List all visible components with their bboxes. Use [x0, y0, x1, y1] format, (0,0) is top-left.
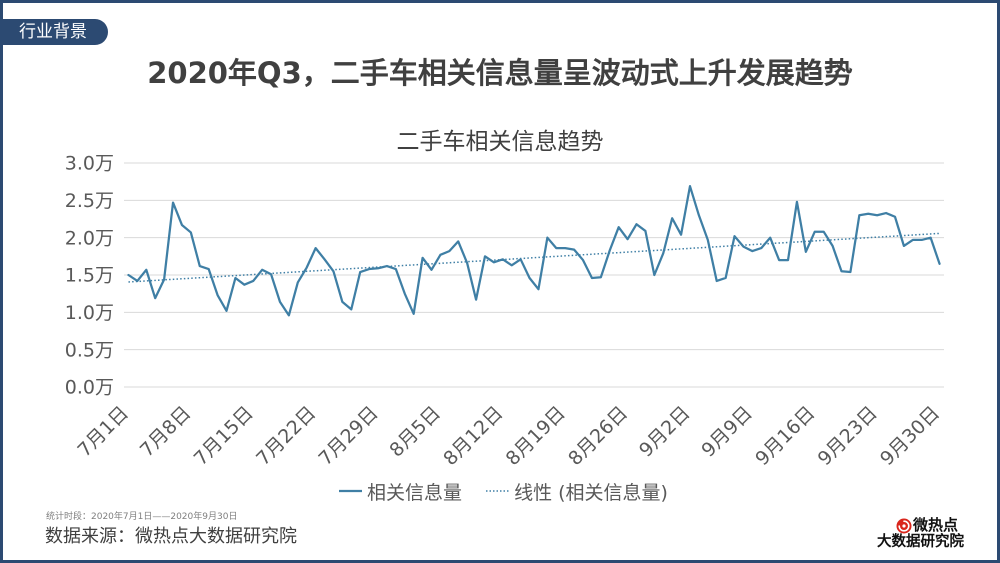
x-tick-label: 7月15日	[190, 402, 258, 470]
trend-line	[128, 232, 940, 283]
section-tag: 行业背景	[0, 19, 108, 45]
data-source: 数据来源：微热点大数据研究院	[45, 526, 297, 547]
page-title: 2020年Q3，二手车相关信息量呈波动式上升发展趋势	[147, 56, 853, 90]
chart-title: 二手车相关信息趋势	[396, 129, 604, 155]
x-tick-label: 7月1日	[73, 402, 133, 462]
legend-label-trend: 线性 (相关信息量)	[514, 481, 668, 504]
legend-item-trend: 线性 (相关信息量)	[486, 478, 668, 505]
y-tick-label: 2.0万	[65, 227, 114, 249]
y-tick-label: 0.0万	[65, 377, 114, 399]
x-tick-label: 7月22日	[252, 402, 320, 470]
y-tick-label: 1.5万	[65, 265, 114, 287]
x-tick-label: 8月26日	[564, 402, 632, 470]
legend-solid-line-icon	[339, 489, 363, 493]
x-tick-label: 7月29日	[314, 402, 382, 470]
x-tick-label: 9月30日	[876, 402, 944, 470]
y-axis: 0.0万0.5万1.0万1.5万2.0万2.5万3.0万	[65, 153, 114, 399]
legend-item-series: 相关信息量	[339, 478, 462, 505]
x-tick-label: 9月16日	[751, 402, 819, 470]
logo-text-primary: 微热点	[913, 516, 959, 534]
gridlines	[124, 162, 944, 388]
y-tick-label: 2.5万	[65, 190, 114, 212]
x-tick-label: 8月12日	[439, 402, 507, 470]
legend-dotted-line-icon	[486, 490, 510, 492]
weiredian-logo-icon	[896, 518, 912, 534]
x-tick-label: 8月19日	[502, 402, 570, 470]
brand-logo: 微热点 大数据研究院	[872, 513, 972, 555]
x-tick-label: 9月9日	[697, 402, 757, 462]
data-line	[127, 185, 941, 317]
x-tick-label: 8月5日	[385, 402, 445, 462]
x-tick-label: 9月2日	[635, 402, 695, 462]
stat-period: 统计时段：2020年7月1日——2020年9月30日	[46, 512, 238, 522]
x-tick-label: 7月8日	[136, 402, 196, 462]
y-tick-label: 1.0万	[65, 302, 114, 324]
series-layer	[127, 185, 941, 317]
legend-label-series: 相关信息量	[367, 481, 463, 504]
y-tick-label: 0.5万	[65, 339, 114, 361]
x-tick-label: 9月23日	[814, 402, 882, 470]
legend: 相关信息量 线性 (相关信息量)	[0, 478, 1000, 505]
logo-text-secondary: 大数据研究院	[877, 534, 964, 550]
